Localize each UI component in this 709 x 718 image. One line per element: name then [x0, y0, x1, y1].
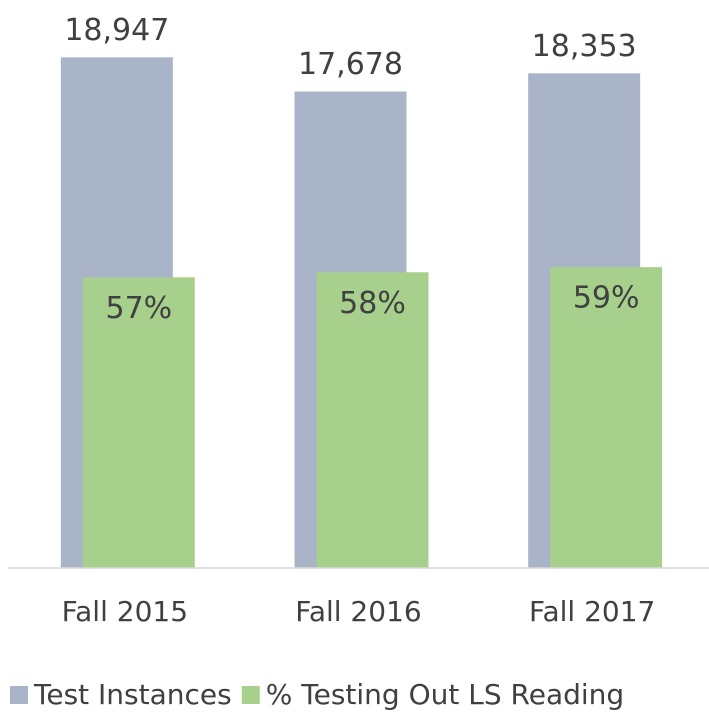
bar	[82, 277, 195, 568]
data-label: 18,947	[64, 13, 169, 48]
data-label: 57%	[105, 291, 172, 326]
legend-swatch	[10, 686, 28, 704]
legend-swatch	[241, 686, 260, 704]
x-tick-label: Fall 2016	[295, 595, 421, 628]
x-tick-label: Fall 2017	[529, 595, 655, 628]
x-tick-label: Fall 2015	[62, 595, 188, 628]
data-label: 58%	[339, 286, 406, 321]
legend-label: Test Instances	[33, 678, 232, 711]
legend-label: % Testing Out LS Reading	[266, 678, 624, 711]
data-label: 59%	[573, 281, 640, 316]
data-label: 17,678	[298, 47, 403, 82]
bar	[550, 267, 663, 568]
bar	[316, 272, 429, 568]
data-label: 18,353	[532, 29, 637, 64]
